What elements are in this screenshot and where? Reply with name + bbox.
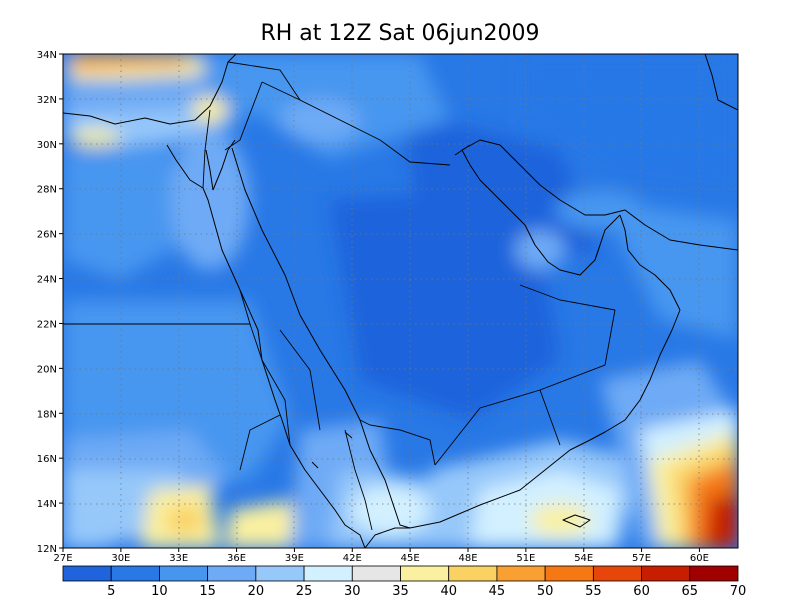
colorbar-label: 60	[633, 584, 650, 599]
map-frame	[62, 53, 739, 549]
colorbar-swatch	[544, 565, 594, 582]
colorbar-label: 15	[199, 584, 216, 599]
colorbar-swatch	[303, 565, 353, 582]
lon-tick-label: 39E	[285, 553, 304, 564]
lon-tick-label: 27E	[53, 553, 72, 564]
lon-tick-label: 60E	[690, 553, 709, 564]
longitude-axis: 27E 30E 33E 36E 39E 42E 45E 48E 51E 54E 57E 60E	[53, 548, 709, 564]
lat-tick-label: 14N	[37, 499, 57, 510]
map-title: RH at 12Z Sat 06jun2009	[260, 21, 539, 46]
colorbar-label: 50	[537, 584, 554, 599]
colorbar-swatch	[689, 565, 739, 582]
colorbar: 5 10 15 20 25 30 35 40 45 50 55 60 65 70	[62, 565, 747, 599]
lat-tick-label: 28N	[37, 185, 57, 196]
colorbar-swatch	[255, 565, 305, 582]
colorbar-label: 30	[344, 584, 361, 599]
lon-tick-label: 54E	[574, 553, 593, 564]
lat-tick-label: 32N	[37, 95, 57, 106]
lon-tick-label: 36E	[227, 553, 246, 564]
lon-tick-label: 48E	[458, 553, 477, 564]
colorbar-swatch	[448, 565, 498, 582]
lat-tick-label: 20N	[37, 364, 57, 375]
colorbar-label: 70	[730, 584, 747, 599]
borders	[63, 61, 616, 531]
colorbar-swatch	[400, 565, 450, 582]
colorbar-swatch	[641, 565, 691, 582]
lat-tick-label: 16N	[37, 454, 57, 465]
lat-tick-label: 26N	[37, 230, 57, 241]
colorbar-label: 55	[585, 584, 602, 599]
lat-tick-label: 12N	[37, 544, 57, 555]
rh-field-shading	[63, 54, 738, 548]
colorbar-label: 65	[682, 584, 699, 599]
colorbar-swatch	[351, 565, 401, 582]
map-area	[63, 54, 738, 548]
colorbar-swatch	[207, 565, 257, 582]
lat-tick-label: 18N	[37, 409, 57, 420]
colorbar-label: 5	[107, 584, 115, 599]
colorbar-label: 35	[392, 584, 409, 599]
colorbar-swatch	[159, 565, 209, 582]
colorbar-label: 45	[489, 584, 506, 599]
colorbar-swatch	[496, 565, 546, 582]
colorbar-label: 10	[151, 584, 168, 599]
colorbar-label: 40	[440, 584, 457, 599]
lon-tick-label: 45E	[401, 553, 420, 564]
colorbar-swatch	[592, 565, 642, 582]
lon-tick-label: 42E	[343, 553, 362, 564]
colorbar-label: 25	[296, 584, 313, 599]
lat-tick-label: 24N	[37, 275, 57, 286]
latitude-axis: 12N 14N 16N 18N 20N 22N 24N 26N 28N 30N 32N 34N	[37, 50, 63, 555]
lon-tick-label: 30E	[111, 553, 130, 564]
lon-tick-label: 33E	[169, 553, 188, 564]
lon-tick-label: 51E	[516, 553, 535, 564]
lat-tick-label: 30N	[37, 140, 57, 151]
lon-tick-label: 57E	[632, 553, 651, 564]
lat-tick-label: 34N	[37, 50, 57, 61]
colorbar-swatch	[110, 565, 160, 582]
lat-tick-label: 22N	[37, 319, 57, 330]
colorbar-label: 20	[248, 584, 265, 599]
colorbar-swatch	[62, 565, 112, 582]
